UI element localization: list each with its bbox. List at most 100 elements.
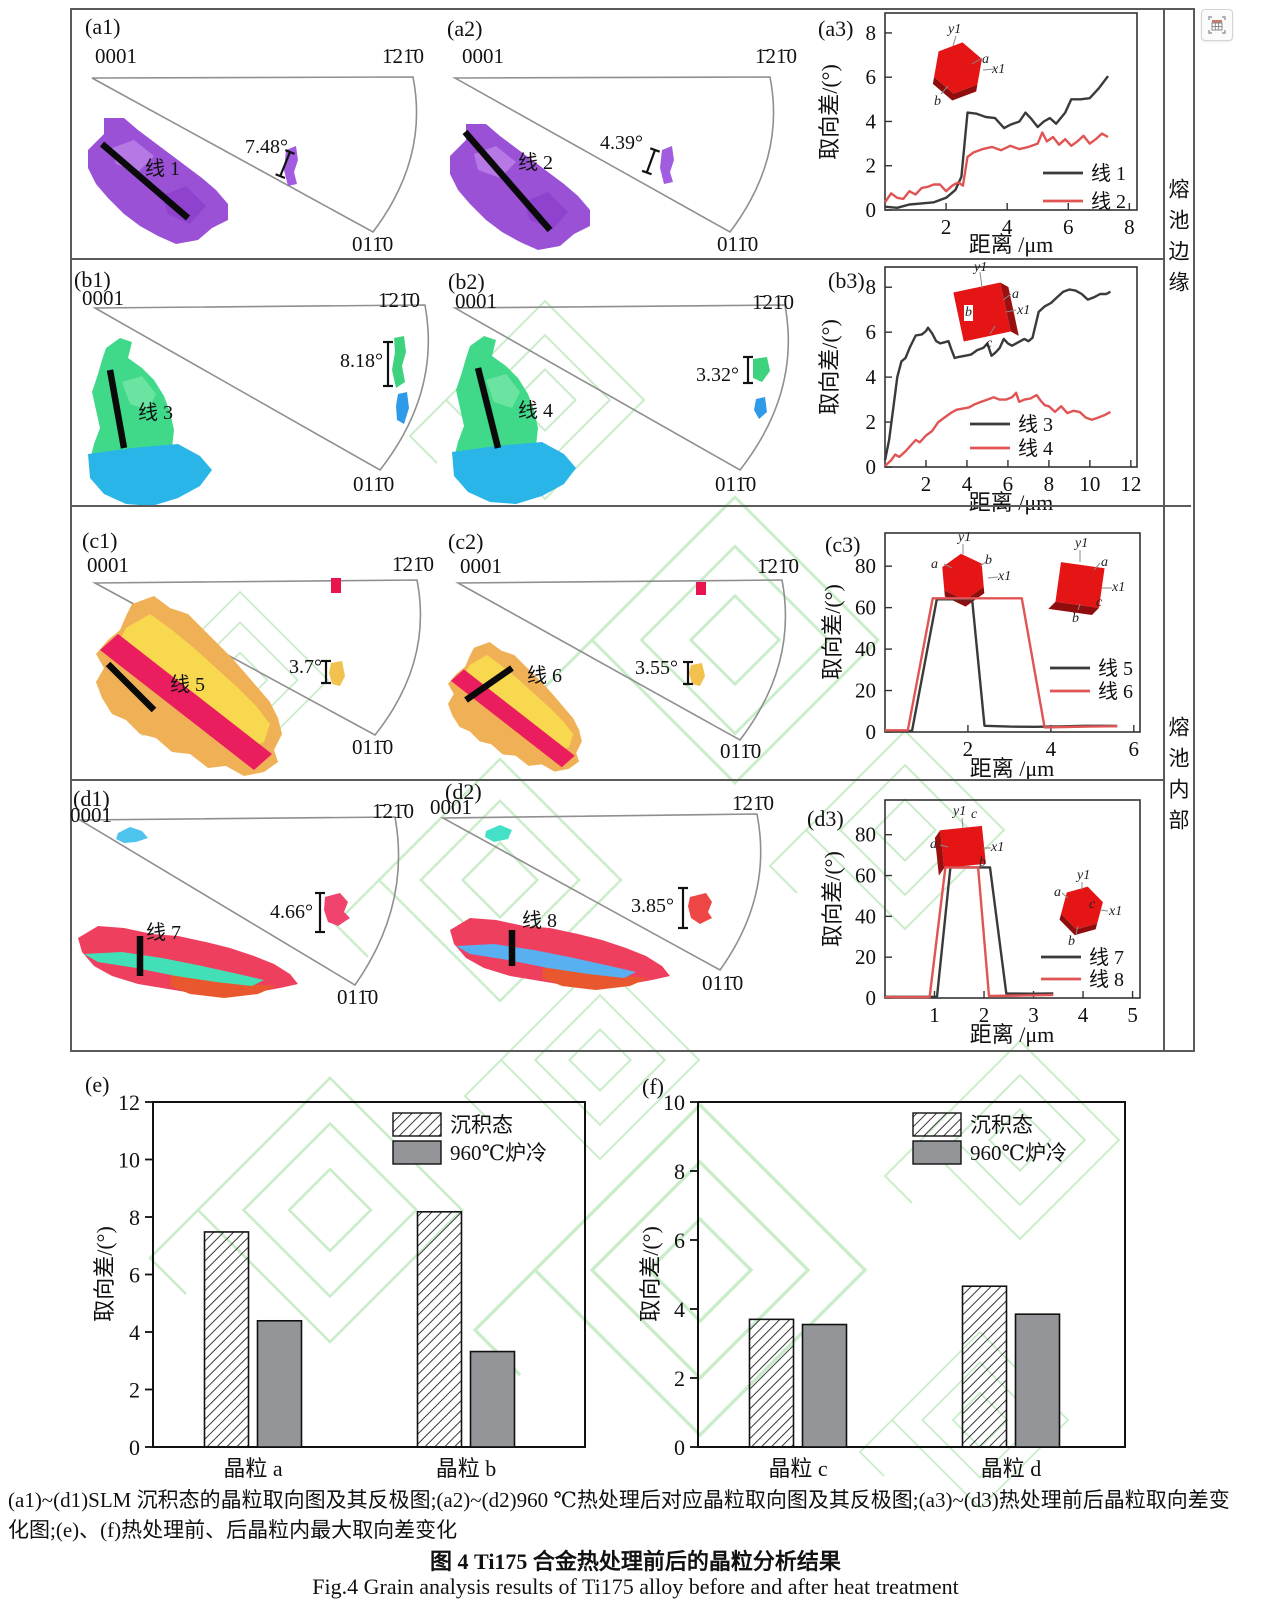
svg-text:4: 4 <box>1002 215 1013 239</box>
svg-text:8: 8 <box>1044 472 1055 496</box>
svg-text:1: 1 <box>929 1003 940 1027</box>
ipf-corner-0110: 011̄0 <box>717 232 759 256</box>
svg-text:晶粒 d: 晶粒 d <box>981 1456 1042 1481</box>
ipf-corner-0110: 011̄0 <box>702 971 744 995</box>
svg-text:4: 4 <box>866 365 877 389</box>
svg-text:线 5: 线 5 <box>1098 657 1133 680</box>
svg-text:2: 2 <box>963 737 974 761</box>
figure-outer-border <box>70 8 1195 1052</box>
panel-label-b1: (b1) <box>74 267 111 292</box>
panel-label-c1: (c1) <box>82 528 118 553</box>
svg-text:4: 4 <box>962 472 973 496</box>
crystal-axis-label: a <box>1054 885 1061 900</box>
scan-line-markers <box>99 129 553 976</box>
crystal-axis-label: y1 <box>958 530 972 545</box>
svg-text:6: 6 <box>866 320 877 344</box>
crystal-axis-label: c <box>971 807 978 822</box>
svg-text:10: 10 <box>1079 472 1100 496</box>
svg-text:取向差/(°): 取向差/(°) <box>817 64 842 160</box>
svg-text:0: 0 <box>866 198 877 222</box>
panel-label-b3: (b3) <box>828 268 865 293</box>
crystal-axis-label: b <box>1072 611 1079 626</box>
svg-text:8: 8 <box>866 21 877 45</box>
ipf-corner-0001: 0001 <box>455 289 497 313</box>
svg-text:取向差/(°): 取向差/(°) <box>92 1226 117 1322</box>
crystal-axis-label: a <box>931 557 938 572</box>
crystal-axis-label: c <box>1089 897 1096 912</box>
row-divider-bc <box>70 505 1191 507</box>
svg-text:0: 0 <box>866 986 877 1010</box>
angle-label-d2: 3.85° <box>631 895 674 917</box>
side-label-divider <box>1163 8 1165 1052</box>
svg-text:4: 4 <box>674 1297 685 1322</box>
scan-line-label-7: 线 7 <box>146 922 181 944</box>
svg-text:2: 2 <box>866 410 877 434</box>
svg-text:6: 6 <box>866 65 877 89</box>
ipf-corner-1210: 1̄21̄0 <box>382 44 424 68</box>
ipf-corner-0110: 011̄0 <box>352 232 394 256</box>
svg-text:取向差/(°): 取向差/(°) <box>820 851 845 947</box>
panel-label-e: (e) <box>85 1072 110 1097</box>
angle-label-b1: 8.18° <box>340 350 383 372</box>
crystal-axis-label: b <box>979 855 986 870</box>
panel-label-a1: (a1) <box>85 14 121 39</box>
ipf-corner-0110: 011̄0 <box>353 472 395 496</box>
crystal-axis-label: x1 <box>991 840 1005 855</box>
crystal-axis-label: x1 <box>992 62 1006 77</box>
capture-table-icon <box>1208 16 1226 34</box>
ipf-corner-0001: 0001 <box>82 286 124 310</box>
angle-label-c1: 3.7° <box>289 656 322 678</box>
ipf-corner-1210: 1̄21̄0 <box>392 552 434 576</box>
crystal-axis-label: a <box>1101 555 1108 570</box>
panel-label-d2: (d2) <box>445 779 482 804</box>
svg-text:80: 80 <box>855 823 876 847</box>
crystal-axis-label: b <box>964 305 973 321</box>
ipf-corner-0001: 0001 <box>70 803 112 827</box>
svg-text:距离 /μm: 距离 /μm <box>970 1022 1055 1047</box>
crystal-axis-label: c <box>986 336 993 351</box>
scan-line-label-8: 线 8 <box>522 910 557 932</box>
figure-title-chinese: 图 4 Ti175 合金热处理前后的晶粒分析结果 <box>430 1549 841 1574</box>
panel-label-d3: (d3) <box>807 806 844 831</box>
capture-table-button[interactable] <box>1201 9 1233 41</box>
crystal-axis-label: b <box>1068 934 1075 949</box>
ipf-corner-1210: 1̄21̄0 <box>732 791 774 815</box>
crystal-axis-label: b <box>985 553 992 568</box>
crystal-axis-label: y1 <box>948 22 962 37</box>
scan-line-label-2: 线 2 <box>518 152 553 174</box>
svg-text:2: 2 <box>921 472 932 496</box>
panel-label-c2: (c2) <box>448 529 484 554</box>
side-label-melt-pool-edge: 熔池边缘 <box>1166 178 1190 302</box>
svg-text:6: 6 <box>1063 215 1074 239</box>
angle-span-markers <box>275 147 753 934</box>
svg-text:晶粒 c: 晶粒 c <box>768 1456 828 1481</box>
svg-text:0: 0 <box>866 720 877 744</box>
svg-text:距离 /μm: 距离 /μm <box>969 490 1054 515</box>
ipf-corner-0110: 011̄0 <box>715 472 757 496</box>
svg-text:40: 40 <box>855 637 876 661</box>
row-divider-cd <box>70 779 1163 781</box>
svg-text:取向差/(°): 取向差/(°) <box>817 319 842 415</box>
row-divider-ab <box>70 258 1163 260</box>
svg-text:线 6: 线 6 <box>1098 680 1133 703</box>
figure-title-english: Fig.4 Grain analysis results of Ti175 al… <box>312 1574 959 1599</box>
crystal-axis-label: y1 <box>1077 868 1091 883</box>
angle-label-d1: 4.66° <box>270 901 313 923</box>
svg-text:2: 2 <box>674 1366 685 1391</box>
svg-text:线 4: 线 4 <box>1018 437 1053 460</box>
panel-label-f: (f) <box>642 1074 664 1099</box>
svg-text:距离 /μm: 距离 /μm <box>969 232 1054 257</box>
svg-text:2: 2 <box>941 215 952 239</box>
svg-text:20: 20 <box>855 679 876 703</box>
ipf-corner-0001: 0001 <box>430 795 472 819</box>
crystal-axis-label: x1 <box>1017 303 1031 318</box>
svg-text:沉积态: 沉积态 <box>970 1113 1033 1137</box>
ipf-corner-0001: 0001 <box>460 554 502 578</box>
svg-text:10: 10 <box>663 1090 685 1115</box>
crystal-axis-label: a <box>930 837 937 852</box>
ipf-corner-0110: 011̄0 <box>352 735 394 759</box>
svg-text:晶粒 a: 晶粒 a <box>223 1456 283 1481</box>
crystal-axis-label: a <box>982 52 989 67</box>
